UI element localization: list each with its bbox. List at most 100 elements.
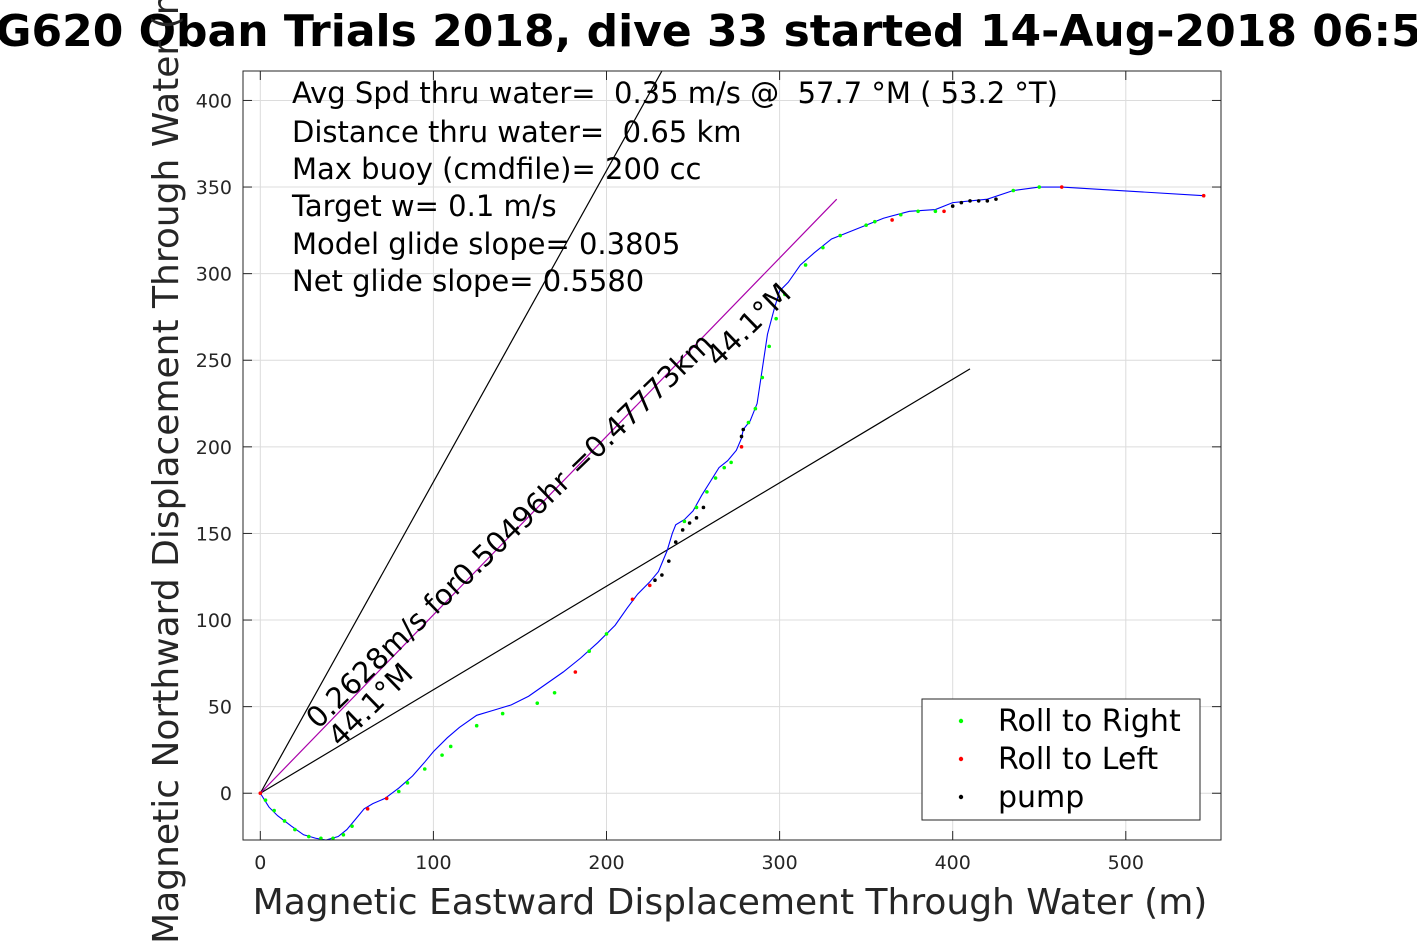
marker-pump: [694, 516, 699, 520]
y-tick-label: 250: [196, 350, 232, 372]
marker-pump: [741, 427, 746, 432]
marker-roll-to-left: [890, 218, 894, 222]
plot-frame: [242, 70, 1222, 841]
marker-roll-to-left: [739, 445, 744, 449]
reference-lines: [259, 70, 971, 794]
marker-pump: [673, 540, 678, 544]
marker-roll-to-right: [753, 406, 758, 411]
annotation-model-glide: Model glide slope= 0.3805: [292, 227, 680, 261]
marker-pump: [667, 559, 671, 563]
marker-roll-to-right: [873, 219, 877, 224]
marker-roll-to-left: [384, 796, 389, 801]
marker-pump: [687, 521, 692, 525]
annotation-net-glide: Net glide slope= 0.5580: [292, 264, 644, 298]
legend-marker-roll-left: [958, 756, 964, 762]
marker-roll-to-right: [1011, 188, 1016, 193]
legend-marker-pump: [958, 794, 964, 800]
reference-line: [260, 368, 971, 794]
marker-roll-to-left: [258, 791, 263, 796]
x-tick-label: 100: [415, 852, 451, 874]
marker-roll-to-left: [942, 209, 946, 214]
marker-roll-to-right: [705, 490, 709, 494]
marker-roll-to-right: [864, 223, 868, 227]
marker-roll-to-right: [782, 292, 787, 297]
marker-roll-to-right: [821, 245, 825, 250]
marker-roll-to-right: [722, 465, 727, 470]
stats-annotations: Avg Spd thru water= 0.35 m/s @ 57.7 °M (…: [291, 76, 1058, 298]
marker-roll-to-right: [838, 233, 842, 238]
marker-pump: [701, 505, 706, 510]
marker-roll-to-right: [774, 316, 778, 321]
marker-roll-to-right: [1037, 185, 1042, 189]
marker-pump: [985, 199, 990, 203]
marker-roll-to-right: [713, 476, 718, 480]
legend-box: [921, 698, 1201, 821]
y-tick-label: 350: [196, 177, 232, 199]
axis-ticks: [243, 71, 1221, 840]
marker-pump: [959, 200, 964, 205]
marker-roll-to-right: [767, 344, 772, 349]
marker-roll-to-right: [331, 836, 335, 841]
annotation-target-w: Target w= 0.1 m/s: [291, 189, 557, 223]
marker-roll-to-left: [1059, 185, 1064, 189]
reference-line: [259, 70, 663, 794]
marker-pump: [994, 197, 998, 201]
x-tick-label: 500: [1108, 852, 1144, 874]
x-tick-labels: 0 100 200 300 400 500: [254, 852, 1144, 874]
legend-label-roll-right: Roll to Right: [998, 704, 1181, 739]
x-axis-label: Magnetic Eastward Displacement Through W…: [253, 882, 1208, 923]
y-tick-label: 50: [208, 697, 232, 719]
marker-roll-to-right: [803, 263, 808, 267]
marker-roll-to-left: [630, 597, 635, 602]
legend-marker-roll-right: [958, 718, 964, 724]
marker-roll-to-right: [405, 781, 410, 785]
marker-roll-to-right: [448, 744, 453, 749]
marker-roll-to-right: [341, 833, 346, 837]
y-tick-label: 200: [196, 437, 232, 459]
x-tick-label: 400: [935, 852, 971, 874]
marker-pump: [653, 578, 657, 583]
y-tick-labels: 0 50 100 150 200 250 300 350 400: [196, 90, 232, 805]
marker-roll-to-right: [729, 460, 733, 465]
marker-roll-to-right: [319, 836, 323, 841]
marker-pump: [680, 528, 685, 532]
marker-pump: [950, 204, 955, 208]
marker-roll-to-right: [272, 808, 276, 813]
x-tick-label: 0: [254, 852, 266, 874]
annotation-avg-speed: Avg Spd thru water= 0.35 m/s @ 57.7 °M (…: [292, 76, 1058, 110]
y-tick-label: 300: [196, 264, 232, 286]
marker-roll-to-right: [682, 519, 687, 524]
y-tick-label: 0: [220, 783, 232, 805]
marker-roll-to-left: [365, 807, 370, 811]
legend-label-pump: pump: [998, 780, 1084, 815]
marker-roll-to-right: [350, 824, 354, 828]
y-tick-label: 400: [196, 90, 232, 112]
annotation-distance: Distance thru water= 0.65 km: [292, 115, 742, 149]
annotation-max-buoy: Max buoy (cmdfile)= 200 cc: [292, 152, 701, 186]
marker-roll-to-right: [293, 827, 297, 832]
marker-roll-to-right: [898, 212, 903, 217]
marker-roll-to-left: [1201, 193, 1206, 198]
marker-pump: [976, 199, 981, 203]
legend: Roll to Right Roll to Left pump: [921, 698, 1201, 821]
marker-roll-to-right: [282, 819, 287, 823]
marker-roll-to-right: [587, 649, 591, 654]
plot-area: [242, 70, 1222, 841]
marker-roll-to-right: [440, 753, 444, 757]
marker-roll-to-right: [535, 701, 540, 705]
marker-roll-to-right: [474, 723, 479, 728]
marker-roll-to-right: [422, 767, 427, 771]
marker-roll-to-left: [647, 583, 652, 588]
x-tick-label: 200: [588, 852, 624, 874]
marker-roll-to-right: [760, 375, 765, 380]
marker-roll-to-right: [746, 420, 751, 425]
marker-pump: [968, 199, 972, 203]
y-axis-label: Magnetic Northward Displacement Through …: [146, 0, 187, 944]
y-tick-label: 100: [196, 610, 232, 632]
reference-line: [259, 198, 838, 794]
marker-roll-to-right: [694, 505, 699, 510]
y-tick-label: 150: [196, 523, 232, 545]
marker-pump: [739, 434, 744, 439]
marker-roll-to-right: [933, 209, 938, 214]
